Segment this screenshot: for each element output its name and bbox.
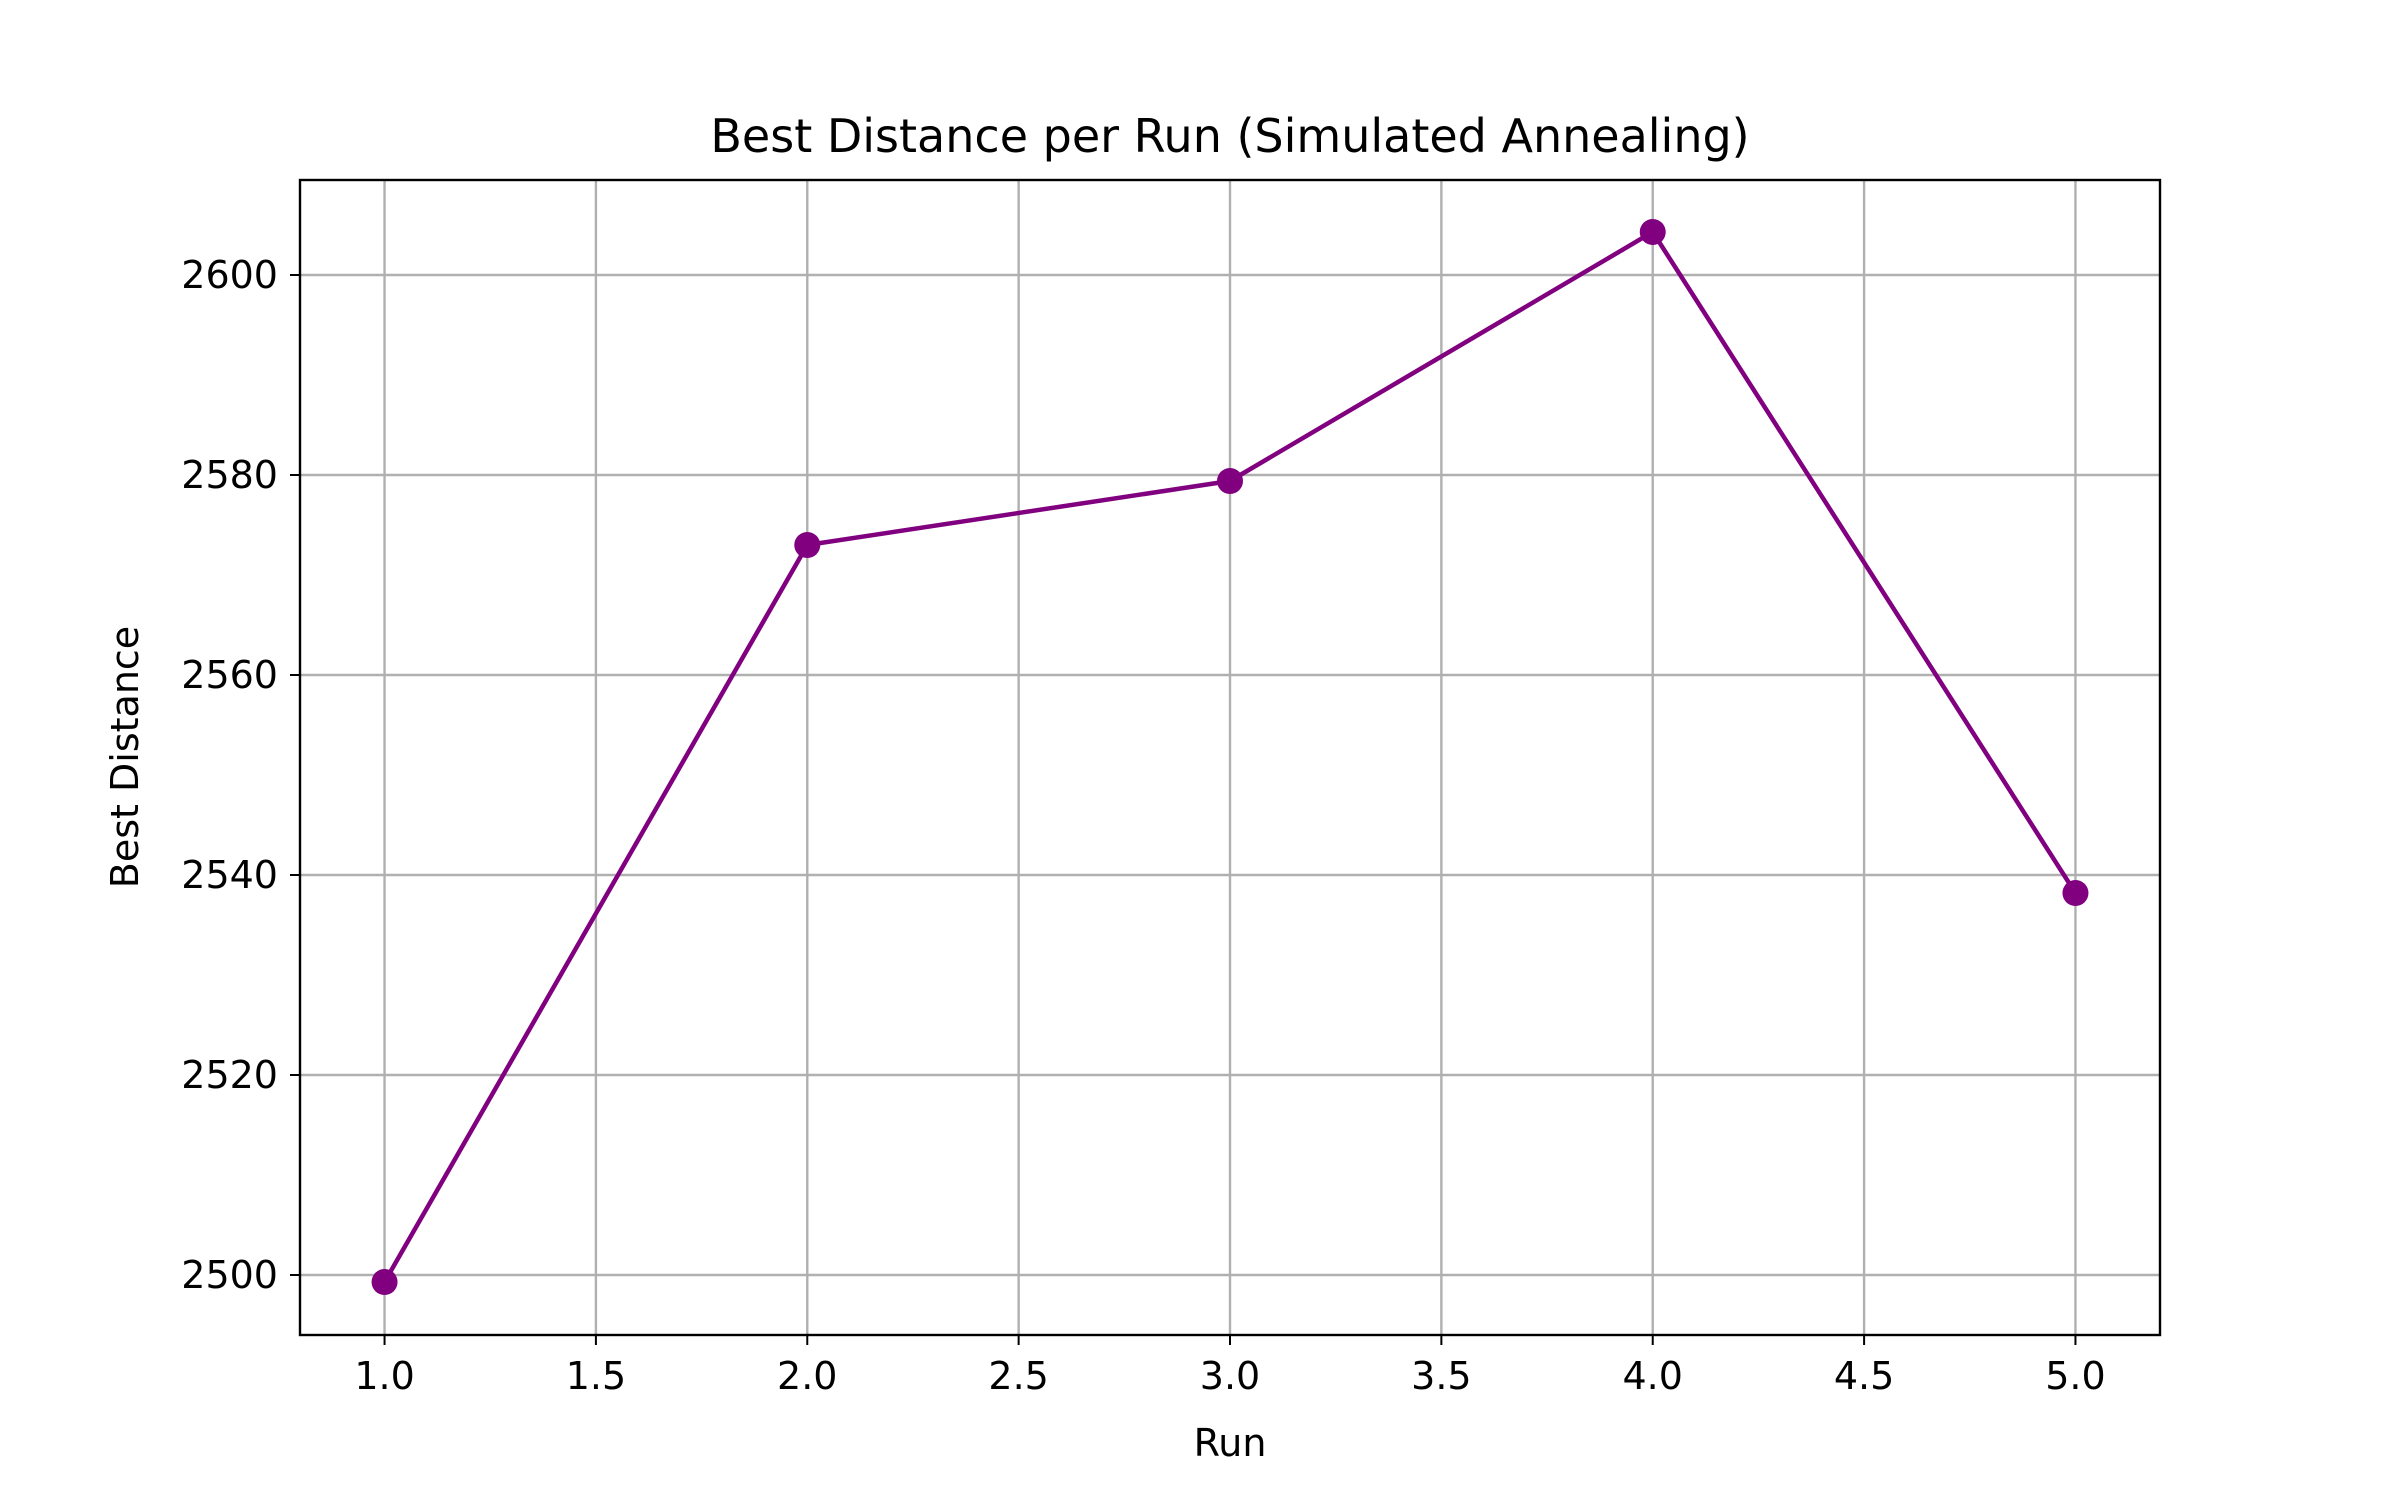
x-axis-label: Run xyxy=(1194,1421,1267,1465)
data-point xyxy=(1217,468,1243,494)
y-axis-label: Best Distance xyxy=(103,626,147,888)
tick-layer: 1.0 1.5 2.0 2.5 3.0 3.5 4.0 4.5 5.0 2500 2520 2540 2… xyxy=(181,253,2105,1398)
data-point xyxy=(371,1269,398,1295)
x-tick-label: 1.5 xyxy=(566,1354,626,1398)
data-point xyxy=(1639,219,1666,245)
x-tick-label: 1.0 xyxy=(354,1354,414,1398)
x-tick-label: 5.0 xyxy=(2045,1354,2105,1398)
grid-layer xyxy=(300,180,2160,1335)
y-tick-label: 2500 xyxy=(181,1253,278,1297)
series-layer xyxy=(371,219,2089,1295)
x-tick-label: 2.5 xyxy=(988,1354,1048,1398)
y-tick-label: 2560 xyxy=(181,653,278,697)
chart-title: Best Distance per Run (Simulated Anneali… xyxy=(710,109,1749,163)
x-tick-label: 4.5 xyxy=(1834,1354,1894,1398)
x-tick-label: 2.0 xyxy=(777,1354,837,1398)
data-point xyxy=(2062,880,2089,906)
y-tick-label: 2600 xyxy=(181,253,278,297)
x-tick-label: 3.0 xyxy=(1200,1354,1260,1398)
y-tick-label: 2520 xyxy=(181,1053,278,1097)
x-tick-label: 4.0 xyxy=(1623,1354,1683,1398)
x-tick-label: 3.5 xyxy=(1411,1354,1471,1398)
data-point xyxy=(794,532,821,558)
y-tick-label: 2580 xyxy=(181,453,278,497)
y-tick-label: 2540 xyxy=(181,853,278,897)
